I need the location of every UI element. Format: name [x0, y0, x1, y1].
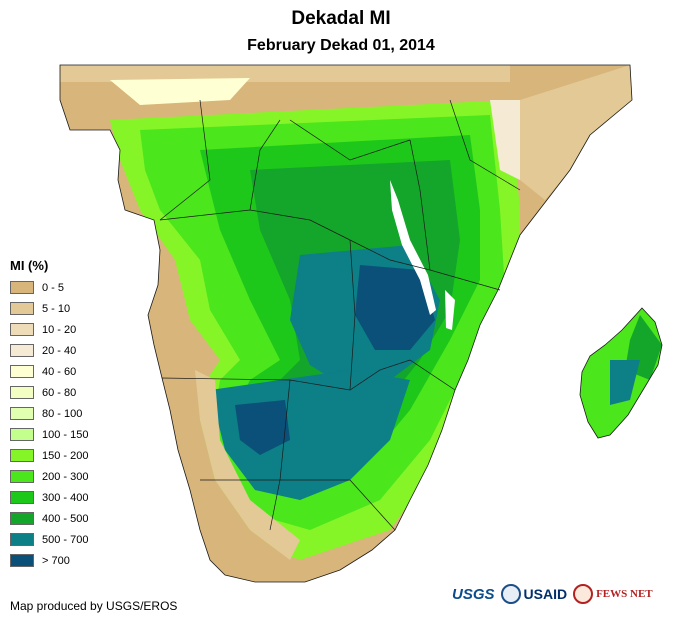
legend-title: MI (%): [10, 258, 49, 273]
agency-logos: USGS USAID FEWS NET: [452, 584, 653, 604]
usgs-logo: USGS: [452, 585, 495, 603]
legend-swatch: [10, 470, 34, 483]
legend-label: 40 - 60: [42, 365, 77, 378]
legend: MI (%) 0 - 5 5 - 10 10 - 20 20 - 40 40 - 60 6…: [10, 258, 88, 571]
legend-item: 300 - 400: [10, 487, 88, 508]
credit-text: Map produced by USGS/EROS: [10, 599, 178, 613]
map-subtitle: February Dekad 01, 2014: [247, 37, 435, 54]
usaid-seal-icon: [500, 584, 521, 604]
usaid-logo: USAID: [500, 584, 568, 604]
legend-swatch: [10, 386, 34, 399]
legend-label: 300 - 400: [42, 491, 89, 504]
legend-label: 100 - 150: [42, 428, 89, 441]
legend-item: 0 - 5: [10, 277, 88, 298]
legend-swatch: [10, 533, 34, 546]
legend-label: 5 - 10: [42, 302, 71, 315]
legend-label: 80 - 100: [42, 407, 83, 420]
legend-item: 400 - 500: [10, 508, 88, 529]
legend-label: 0 - 5: [42, 281, 65, 294]
legend-item: 80 - 100: [10, 403, 88, 424]
country-borders: [159, 99, 521, 531]
legend-item: 40 - 60: [10, 361, 88, 382]
legend-swatch: [10, 491, 34, 504]
legend-item: 100 - 150: [10, 424, 88, 445]
legend-label: > 700: [42, 554, 70, 567]
legend-swatch: [10, 281, 34, 294]
legend-label: 60 - 80: [42, 386, 77, 399]
legend-swatch: [10, 302, 34, 315]
fews-net-logo-text: FEWS NET: [596, 588, 653, 600]
legend-label: 20 - 40: [42, 344, 77, 357]
legend-label: 10 - 20: [42, 323, 77, 336]
map-title: Dekadal MI: [291, 8, 391, 29]
legend-label: 400 - 500: [42, 512, 89, 525]
legend-item: 500 - 700: [10, 529, 88, 550]
legend-swatch: [10, 512, 34, 525]
legend-swatch: [10, 554, 34, 567]
legend-item: 10 - 20: [10, 319, 88, 340]
legend-label: 500 - 700: [42, 533, 89, 546]
legend-swatch: [10, 407, 34, 420]
legend-item: 150 - 200: [10, 445, 88, 466]
legend-item: 20 - 40: [10, 340, 88, 361]
legend-item: > 700: [10, 550, 88, 571]
legend-item: 5 - 10: [10, 298, 88, 319]
legend-swatch: [10, 365, 34, 378]
legend-label: 200 - 300: [42, 470, 89, 483]
legend-swatch: [10, 428, 34, 441]
moisture-index-map: [59, 64, 663, 583]
legend-item: 200 - 300: [10, 466, 88, 487]
mainland-africa: [60, 65, 632, 582]
legend-label: 150 - 200: [42, 449, 89, 462]
usaid-logo-text: USAID: [523, 586, 568, 602]
legend-item: 60 - 80: [10, 382, 88, 403]
fews-net-seal-icon: [573, 584, 594, 604]
legend-swatch: [10, 323, 34, 336]
legend-swatch: [10, 344, 34, 357]
legend-swatch: [10, 449, 34, 462]
fews-net-logo: FEWS NET: [573, 584, 653, 604]
